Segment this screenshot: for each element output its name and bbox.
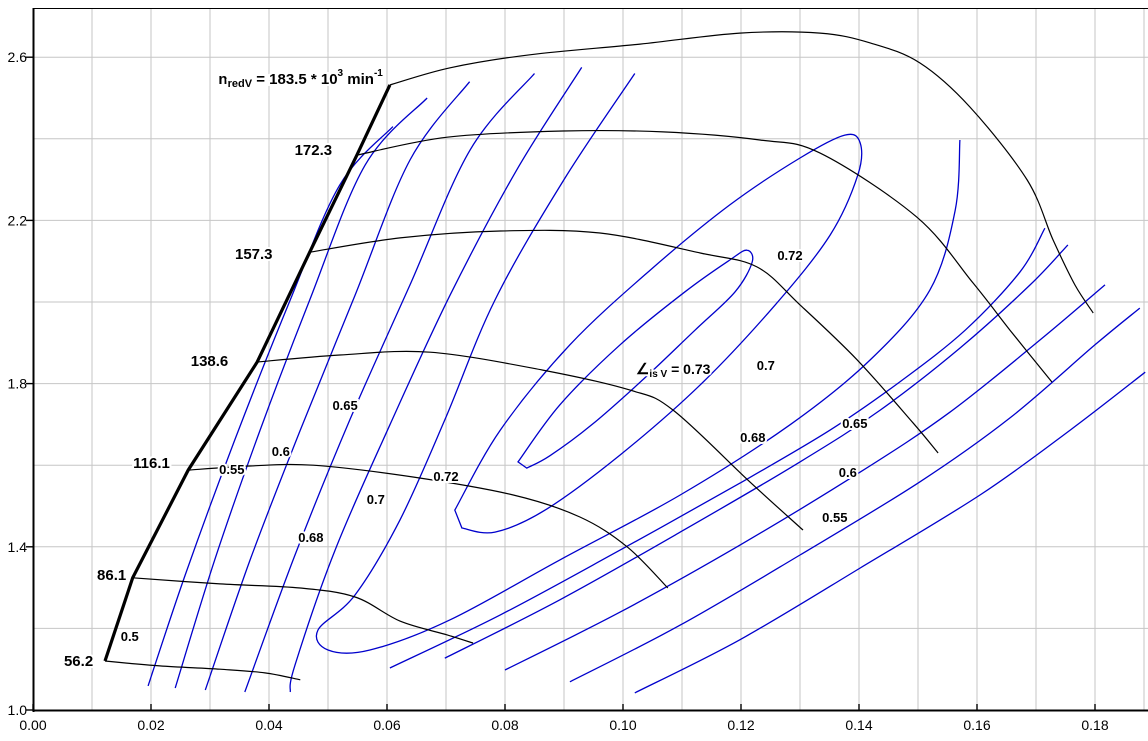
contour-label-0.7: 0.7 bbox=[367, 492, 385, 507]
speed-label-116.1: 116.1 bbox=[133, 455, 170, 472]
surge-line bbox=[103, 84, 392, 662]
x-axis-tick-label: 0.10 bbox=[609, 717, 636, 733]
efficiency-contour-0.72-island bbox=[454, 133, 863, 534]
x-axis-tick-label: 0.02 bbox=[137, 717, 164, 733]
efficiency-contour-0.68-right bbox=[389, 227, 1046, 669]
speed-line-116.1 bbox=[188, 463, 669, 589]
x-axis-tick-label: 0.08 bbox=[491, 717, 518, 733]
x-axis-tick-label: 0.16 bbox=[963, 717, 990, 733]
speed-line-172.3 bbox=[356, 129, 1053, 383]
contour-label-0.55: 0.55 bbox=[219, 462, 244, 477]
x-axis-tick-label: 0.18 bbox=[1081, 717, 1108, 733]
x-axis-tick-label: 0.00 bbox=[19, 717, 46, 733]
contour-label-0.55: 0.55 bbox=[822, 510, 847, 525]
efficiency-contour-0.68-left bbox=[289, 67, 583, 693]
speed-label-172.3: 172.3 bbox=[295, 142, 333, 159]
efficiency-contour-0.5-left bbox=[147, 126, 394, 687]
speed-line-157.3 bbox=[309, 229, 939, 454]
x-axis-tick-label: 0.06 bbox=[373, 717, 400, 733]
contour-label-0.5: 0.5 bbox=[121, 629, 139, 644]
efficiency-annotation: ∠is V = 0.73 bbox=[636, 361, 711, 380]
contour-label-0.7: 0.7 bbox=[757, 358, 775, 373]
contour-label-0.6: 0.6 bbox=[272, 444, 290, 459]
contour-label-0.68: 0.68 bbox=[740, 430, 765, 445]
contour-label-0.6: 0.6 bbox=[839, 465, 857, 480]
contour-label-0.65: 0.65 bbox=[842, 416, 867, 431]
speed-label-56.2: 56.2 bbox=[64, 653, 93, 670]
speed-line-56.2 bbox=[104, 660, 301, 681]
speed-label-138.6: 138.6 bbox=[191, 353, 229, 370]
efficiency-contour-0.73-island bbox=[517, 249, 754, 469]
efficiency-contour-0.55-right bbox=[569, 307, 1141, 683]
speed-line-183.5 bbox=[389, 31, 1094, 314]
speed-label-86.1: 86.1 bbox=[97, 567, 126, 584]
contour-label-0.72: 0.72 bbox=[777, 248, 802, 263]
contour-label-0.65: 0.65 bbox=[332, 398, 357, 413]
speed-annotation: nredV = 183.5 * 103 min-1 bbox=[218, 68, 383, 90]
efficiency-contour-0.5-right bbox=[634, 371, 1146, 694]
speed-line-86.1 bbox=[132, 577, 474, 644]
y-axis-tick-label: 2.2 bbox=[8, 212, 28, 228]
contour-label-0.68: 0.68 bbox=[298, 530, 323, 545]
speed-label-157.3: 157.3 bbox=[235, 246, 273, 263]
x-axis-tick-label: 0.12 bbox=[727, 717, 754, 733]
efficiency-contour-0.7-banana bbox=[315, 73, 961, 654]
y-axis-tick-label: 1.0 bbox=[8, 702, 28, 718]
efficiency-contour-0.55-left bbox=[174, 97, 428, 689]
speed-line-138.6 bbox=[257, 350, 804, 531]
efficiency-contour-0.6-left bbox=[204, 81, 471, 691]
x-axis-tick-label: 0.14 bbox=[845, 717, 872, 733]
y-axis-tick-label: 1.8 bbox=[8, 376, 28, 392]
x-axis-tick-label: 0.04 bbox=[255, 717, 282, 733]
efficiency-contour-0.65-left bbox=[244, 73, 535, 693]
y-axis-tick-label: 1.4 bbox=[8, 539, 28, 555]
y-axis-tick-label: 2.6 bbox=[8, 49, 28, 65]
efficiency-contour-0.65-right bbox=[444, 244, 1069, 659]
contour-label-0.72: 0.72 bbox=[433, 469, 458, 484]
efficiency-contour-0.6-right bbox=[504, 284, 1106, 671]
